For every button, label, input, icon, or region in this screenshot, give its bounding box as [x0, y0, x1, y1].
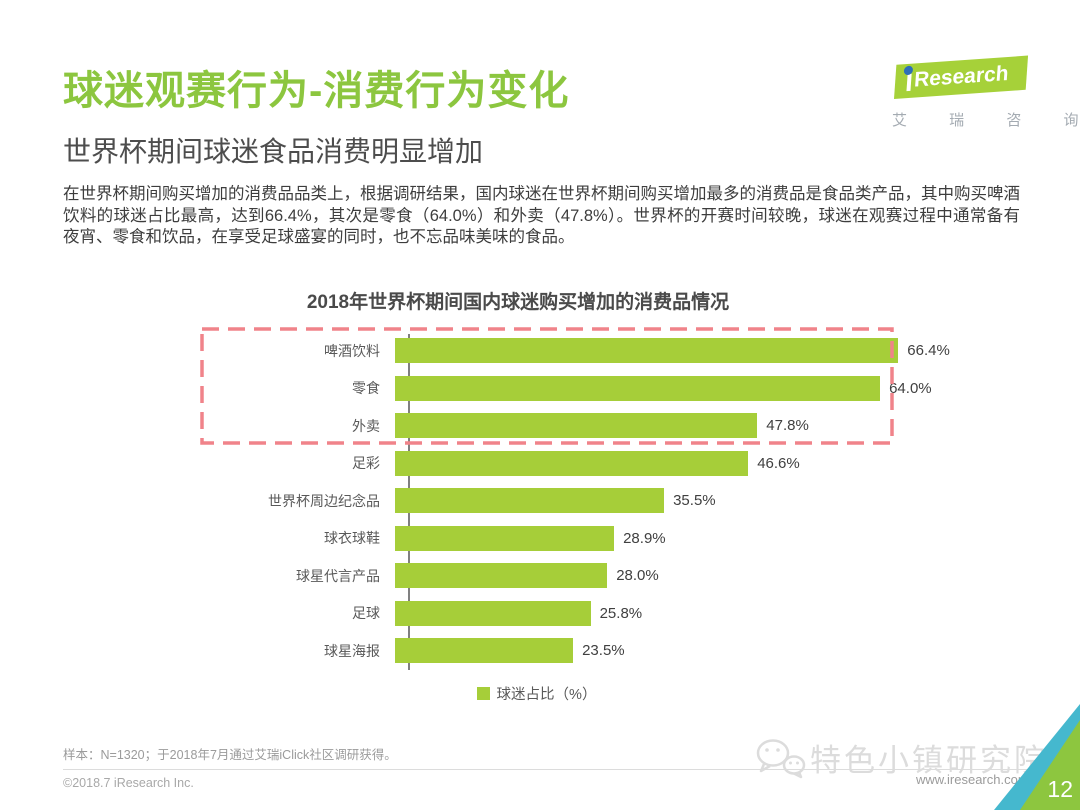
bar [395, 375, 881, 401]
site-url: www.iresearch.com.cn [915, 772, 1046, 787]
bar-value-label: 46.6% [757, 454, 800, 472]
bar-row: 零食 64.0% [163, 370, 932, 408]
bar-row: 足彩 46.6% [163, 445, 910, 483]
logo-i-stem-icon [906, 73, 912, 91]
logo-text-cn: 艾 瑞 咨 询 [892, 112, 1080, 129]
bar-category-label: 零食 [352, 380, 380, 397]
bar [395, 600, 591, 626]
bar-category-label: 外卖 [352, 417, 380, 434]
bar-track: 35.5% [395, 488, 910, 514]
bar-category-label: 足球 [352, 605, 380, 622]
bar-value-label: 64.0% [889, 379, 932, 397]
bar-row: 外卖 47.8% [163, 407, 910, 445]
bar [395, 488, 665, 514]
body-paragraph: 在世界杯期间购买增加的消费品品类上，根据调研结果，国内球迷在世界杯期间购买增加最… [63, 185, 1020, 246]
bar-category-label: 世界杯周边纪念品 [268, 492, 380, 509]
chart-legend: 球迷占比（%） [163, 683, 910, 704]
bar-value-label: 47.8% [766, 417, 809, 435]
bar-value-label: 25.8% [599, 604, 643, 622]
logo-plate-icon: Research [894, 55, 1029, 99]
watermark-text: 特色小镇研究院 [810, 743, 1048, 778]
bar-category-label: 足彩 [352, 455, 380, 472]
bar-category-label: 球衣球鞋 [324, 530, 380, 547]
bar-row: 啤酒饮料 66.4% [163, 332, 950, 370]
bar-track: 66.4% [395, 338, 950, 364]
bar-value-label: 28.0% [616, 567, 659, 585]
bar-chart: 2018年世界杯期间国内球迷购买增加的消费品情况 啤酒饮料 66.4% 零食 64.0… [63, 287, 1017, 704]
bar [395, 450, 749, 476]
bar-track: 64.0% [395, 375, 932, 401]
bar-track: 23.5% [395, 638, 910, 664]
wechat-icon [756, 738, 806, 778]
bar-value-label: 35.5% [673, 492, 716, 510]
bar-row: 球衣球鞋 28.9% [163, 520, 910, 558]
page-title: 球迷观赛行为-消费行为变化 [63, 69, 570, 113]
bar-row: 世界杯周边纪念品 35.5% [163, 482, 910, 520]
bar-track: 25.8% [395, 600, 910, 626]
footer-divider [63, 769, 1045, 770]
legend-label: 球迷占比（%） [496, 686, 597, 703]
logo-i-dot-icon [903, 65, 914, 76]
bar-track: 28.9% [395, 525, 910, 551]
bar-value-label: 23.5% [582, 642, 625, 660]
bar-value-label: 28.9% [623, 529, 666, 547]
bar [395, 525, 615, 551]
bar-row: 足球 25.8% [163, 595, 910, 633]
bar [395, 338, 899, 364]
sample-note: 样本：N=1320；于2018年7月通过艾瑞iClick社区调研获得。 [63, 748, 397, 762]
bar-row: 球星海报 23.5% [163, 632, 910, 670]
chart-plot-area: 啤酒饮料 66.4% 零食 64.0% 外卖 47.8% 足彩 46.6% 世界杯周边纪念品 35… [163, 327, 950, 670]
bar-track: 47.8% [395, 413, 910, 439]
bar-category-label: 球星代言产品 [296, 567, 380, 584]
legend-swatch-icon [476, 686, 490, 700]
bar-rows: 啤酒饮料 66.4% 零食 64.0% 外卖 47.8% 足彩 46.6% 世界杯周边纪念品 35… [163, 332, 950, 670]
corner-decoration: 12 [994, 704, 1080, 810]
copyright: ©2018.7 iResearch Inc. [63, 776, 194, 790]
bar-track: 46.6% [395, 450, 910, 476]
chart-title: 2018年世界杯期间国内球迷购买增加的消费品情况 [306, 292, 730, 313]
bar [395, 638, 574, 664]
page-number: 12 [1047, 776, 1073, 802]
bar [395, 563, 608, 589]
bar-value-label: 66.4% [907, 342, 950, 360]
iresearch-logo: Research 艾 瑞 咨 询 [888, 55, 1080, 130]
bar-track: 28.0% [395, 563, 910, 589]
bar-category-label: 球星海报 [324, 642, 380, 659]
watermark: 特色小镇研究院 [754, 735, 1048, 780]
page-subtitle: 世界杯期间球迷食品消费明显增加 [63, 136, 484, 167]
bar-category-label: 啤酒饮料 [324, 342, 380, 359]
bar-row: 球星代言产品 28.0% [163, 557, 910, 595]
logo-text-en: Research [913, 61, 1010, 92]
bar [395, 413, 758, 439]
